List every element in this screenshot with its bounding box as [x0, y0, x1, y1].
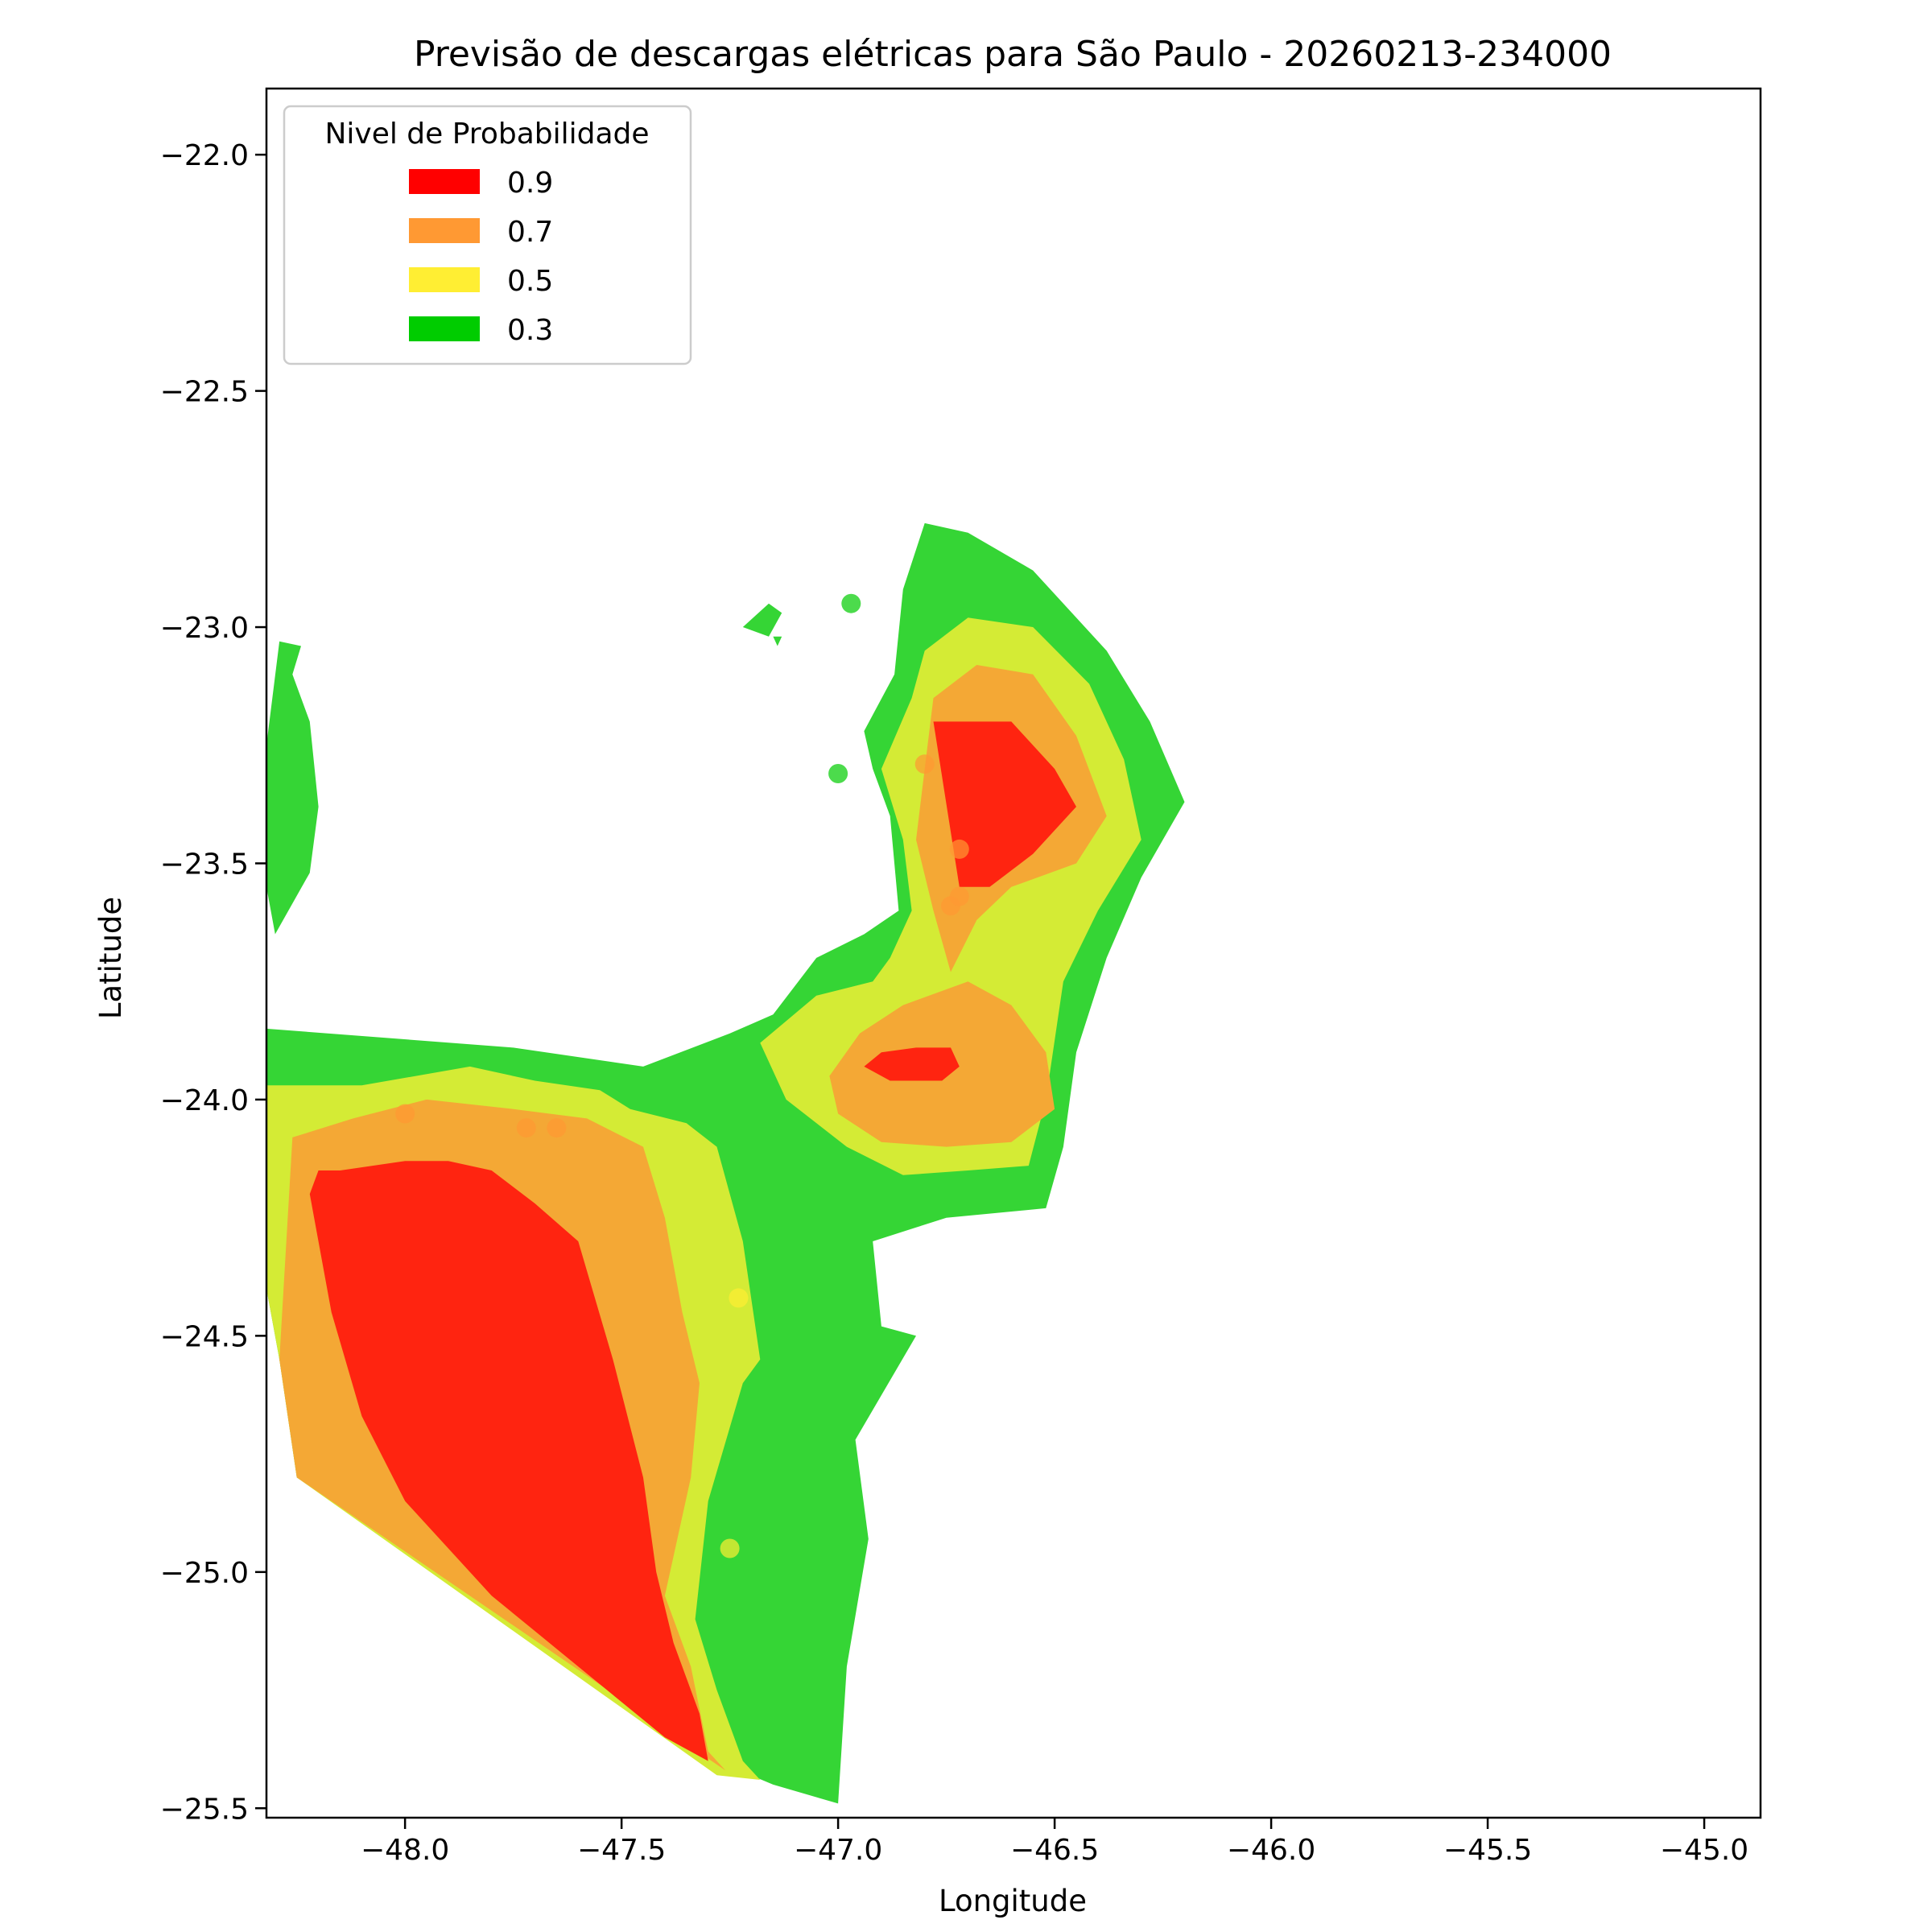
- y-axis-label: Latitude: [93, 897, 128, 1019]
- contour-region-09-10: [933, 721, 1076, 887]
- x-axis: −48.0 −47.5 −47.0 −46.5 −46.0 −45.5 −45.0: [361, 1818, 1748, 1867]
- data-point-2: [914, 754, 935, 774]
- x-tick-label-6: −45.0: [1660, 1834, 1748, 1867]
- data-point-0: [841, 593, 861, 613]
- legend-swatch-09: [409, 169, 480, 194]
- x-tick-label-1: −47.5: [577, 1834, 666, 1867]
- data-point-8: [516, 1118, 536, 1138]
- legend-label-07: 0.7: [507, 216, 553, 249]
- data-point-10: [720, 1538, 740, 1558]
- x-tick-label-2: −47.0: [794, 1834, 882, 1867]
- x-tick-label-5: −45.5: [1443, 1834, 1532, 1867]
- legend-swatch-05: [409, 267, 480, 292]
- x-tick-label-3: −46.5: [1010, 1834, 1099, 1867]
- legend-label-03: 0.3: [507, 314, 553, 347]
- y-tick-label-7: −25.5: [160, 1793, 249, 1826]
- y-tick-label-0: −22.0: [160, 139, 249, 172]
- data-point-7: [547, 1118, 567, 1138]
- y-tick-label-6: −25.0: [160, 1557, 249, 1590]
- legend-title: Nivel de Probabilidade: [324, 118, 649, 151]
- contour-region-09-11: [864, 1047, 960, 1081]
- data-point-6: [395, 1104, 415, 1124]
- data-point-3: [949, 839, 969, 859]
- y-tick-label-1: −22.5: [160, 376, 249, 409]
- legend-label-05: 0.5: [507, 265, 553, 298]
- legend: Nivel de Probabilidade 0.9 0.7 0.5 0.3: [283, 105, 692, 365]
- legend-swatch-07: [409, 218, 480, 243]
- plot-area: [266, 522, 1185, 1804]
- contour-region-03-3: [773, 636, 782, 646]
- legend-label-09: 0.9: [507, 167, 553, 200]
- plot-frame: [265, 87, 1762, 1819]
- y-axis: −22.0 −22.5 −23.0 −23.5 −24.0 −24.5 −25.0 −25.5: [160, 139, 266, 1826]
- y-tick-label-4: −24.0: [160, 1084, 249, 1117]
- contour-region-03-1: [266, 641, 319, 935]
- data-point-5: [949, 886, 969, 906]
- data-point-1: [828, 764, 848, 783]
- contour-region-03-2: [742, 603, 782, 637]
- legend-entries: 0.9 0.7 0.5 0.3: [409, 167, 553, 347]
- legend-box: [283, 105, 692, 365]
- y-tick-label-2: −23.0: [160, 612, 249, 645]
- y-tick-label-5: −24.5: [160, 1320, 249, 1353]
- chart-title: Previsão de descargas elétricas para São…: [414, 34, 1612, 75]
- y-tick-label-3: −23.5: [160, 848, 249, 881]
- data-point-9: [729, 1288, 749, 1308]
- x-axis-label: Longitude: [939, 1884, 1087, 1918]
- x-tick-label-0: −48.0: [361, 1834, 449, 1867]
- legend-swatch-03: [409, 316, 480, 341]
- x-tick-label-4: −46.0: [1227, 1834, 1315, 1867]
- contour-region-09-9: [309, 1161, 708, 1761]
